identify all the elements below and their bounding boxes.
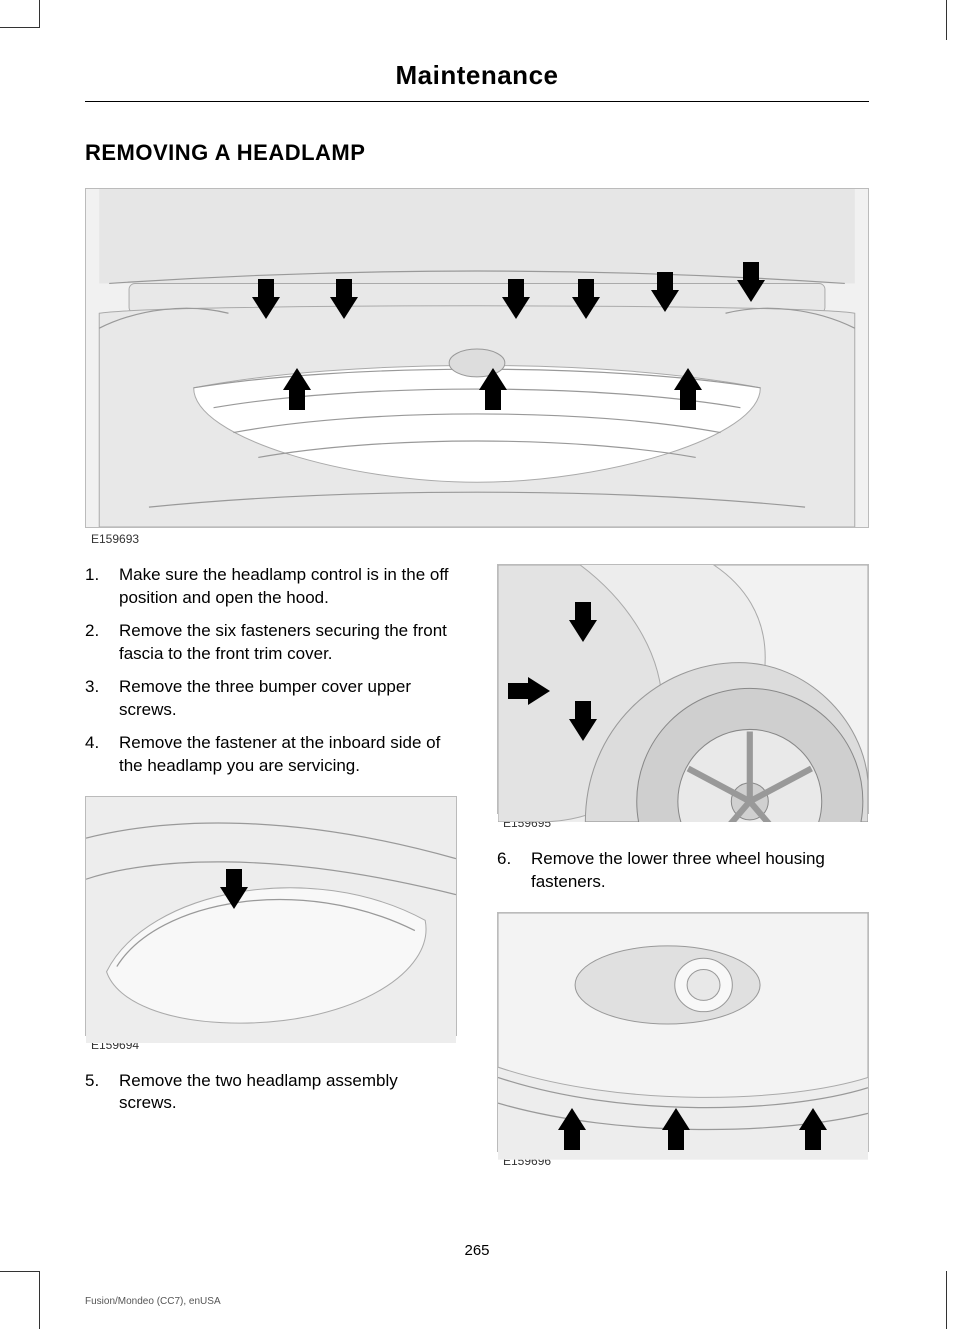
car-front-sketch	[86, 189, 868, 527]
publication-footer: Fusion/Mondeo (CC7), enUSA	[85, 1296, 221, 1307]
crop-mark-tl	[0, 0, 40, 28]
step-text: Remove the fastener at the inboard side …	[119, 732, 457, 778]
figure-lower-fasteners	[497, 912, 869, 1152]
steps-list-left-2: 5. Remove the two headlamp assembly scre…	[85, 1070, 457, 1116]
arrow-icon	[674, 368, 702, 390]
step-text: Remove the six fasteners securing the fr…	[119, 620, 457, 666]
step-4: 4. Remove the fastener at the inboard si…	[85, 732, 457, 778]
step-1: 1. Make sure the headlamp control is in …	[85, 564, 457, 610]
arrow-icon	[569, 620, 597, 642]
left-column: 1. Make sure the headlamp control is in …	[85, 564, 457, 1186]
arrow-icon	[662, 1108, 690, 1130]
step-6: 6. Remove the lower three wheel housing …	[497, 848, 869, 894]
arrow-icon	[572, 297, 600, 319]
figure-front-fascia	[85, 188, 869, 528]
step-number: 3.	[85, 676, 107, 722]
arrow-icon	[283, 368, 311, 390]
content-area: Maintenance REMOVING A HEADLAMP	[85, 60, 869, 1269]
crop-mark-tr	[946, 0, 954, 40]
step-number: 2.	[85, 620, 107, 666]
step-2: 2. Remove the six fasteners securing the…	[85, 620, 457, 666]
step-number: 1.	[85, 564, 107, 610]
page-title: Maintenance	[85, 60, 869, 102]
steps-list-left: 1. Make sure the headlamp control is in …	[85, 564, 457, 778]
arrow-icon	[651, 290, 679, 312]
page-number: 265	[0, 1242, 954, 1259]
arrow-icon	[502, 297, 530, 319]
crop-mark-bl	[0, 1271, 40, 1329]
figure-wheel-housing	[497, 564, 869, 814]
figure-1-caption: E159693	[91, 532, 869, 546]
headlamp-sketch	[86, 797, 456, 1044]
step-number: 5.	[85, 1070, 107, 1116]
step-number: 4.	[85, 732, 107, 778]
figure-headlamp-screws	[85, 796, 457, 1036]
section-title: REMOVING A HEADLAMP	[85, 140, 869, 166]
step-number: 6.	[497, 848, 519, 894]
steps-list-right: 6. Remove the lower three wheel housing …	[497, 848, 869, 894]
step-5: 5. Remove the two headlamp assembly scre…	[85, 1070, 457, 1116]
step-text: Remove the two headlamp assembly screws.	[119, 1070, 457, 1116]
arrow-icon	[220, 887, 248, 909]
arrow-icon	[528, 677, 550, 705]
right-column: E159695 6. Remove the lower three wheel …	[497, 564, 869, 1186]
arrow-icon	[558, 1108, 586, 1130]
wheel-sketch	[498, 565, 868, 822]
two-column-layout: 1. Make sure the headlamp control is in …	[85, 564, 869, 1186]
arrow-icon	[330, 297, 358, 319]
step-text: Remove the lower three wheel housing fas…	[531, 848, 869, 894]
arrow-icon	[479, 368, 507, 390]
arrow-icon	[799, 1108, 827, 1130]
step-text: Remove the three bumper cover upper scre…	[119, 676, 457, 722]
crop-mark-br	[946, 1271, 954, 1329]
step-text: Make sure the headlamp control is in the…	[119, 564, 457, 610]
arrow-icon	[252, 297, 280, 319]
arrow-icon	[569, 719, 597, 741]
step-3: 3. Remove the three bumper cover upper s…	[85, 676, 457, 722]
page: Maintenance REMOVING A HEADLAMP	[0, 0, 954, 1329]
arrow-icon	[737, 280, 765, 302]
